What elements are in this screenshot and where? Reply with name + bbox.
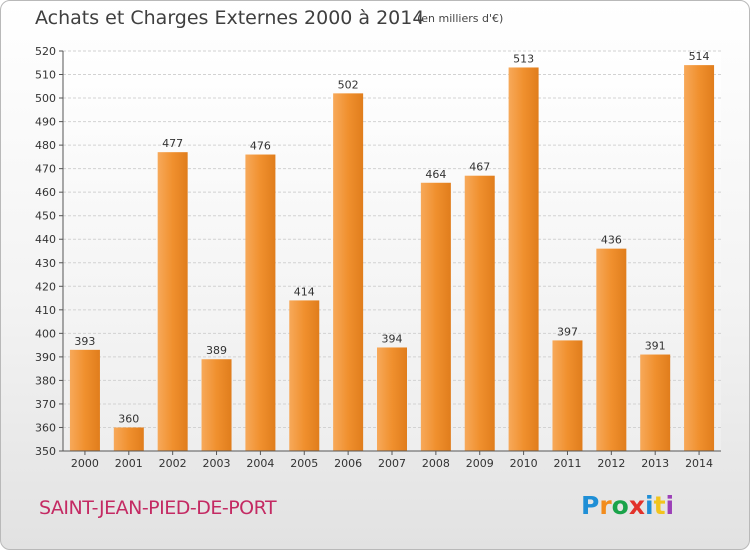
bar: [552, 340, 583, 451]
bar: [69, 349, 100, 451]
bar: [640, 354, 671, 451]
y-tick-label: 430: [35, 257, 56, 270]
brand-letter: i: [665, 491, 675, 520]
bar: [508, 67, 539, 452]
chart-title: Achats et Charges Externes 2000 à 2014: [35, 7, 425, 29]
bar: [201, 359, 232, 451]
data-label: 467: [469, 161, 490, 174]
data-label: 476: [250, 140, 271, 153]
brand-letter: i: [645, 491, 654, 520]
data-label: 394: [382, 332, 403, 345]
data-label: 360: [118, 412, 139, 425]
bar: [157, 152, 188, 452]
x-tick-label: 2013: [641, 457, 669, 470]
bar: [596, 248, 627, 451]
bar: [289, 300, 320, 451]
data-label: 397: [557, 325, 578, 338]
y-tick-label: 350: [35, 445, 56, 458]
y-tick-label: 500: [35, 92, 56, 105]
x-tick-label: 2000: [71, 457, 99, 470]
chart-subtitle: (en milliers d'€): [417, 12, 504, 25]
bar: [113, 427, 144, 451]
brand-letter: P: [581, 491, 600, 520]
brand-letter: t: [653, 491, 666, 520]
data-label: 514: [689, 50, 710, 63]
data-label: 391: [645, 340, 666, 353]
x-tick-label: 2007: [378, 457, 406, 470]
y-tick-label: 520: [35, 45, 56, 58]
data-label: 436: [601, 234, 622, 247]
bar: [420, 182, 451, 451]
y-tick-label: 370: [35, 398, 56, 411]
x-tick-label: 2012: [597, 457, 625, 470]
bar: [684, 65, 715, 451]
y-tick-label: 450: [35, 210, 56, 223]
data-label: 414: [294, 285, 315, 298]
x-tick-label: 2005: [290, 457, 318, 470]
x-tick-label: 2006: [334, 457, 362, 470]
x-tick-label: 2001: [115, 457, 143, 470]
y-tick-label: 490: [35, 116, 56, 129]
x-tick-label: 2011: [553, 457, 581, 470]
bar: [377, 347, 407, 451]
bar: [245, 154, 276, 451]
brand-logo[interactable]: Proxiti: [581, 491, 674, 520]
y-tick-label: 420: [35, 280, 56, 293]
y-tick-label: 390: [35, 351, 56, 364]
data-label: 464: [425, 168, 446, 181]
y-tick-label: 460: [35, 186, 56, 199]
x-tick-label: 2009: [466, 457, 494, 470]
bar: [333, 93, 364, 452]
y-tick-label: 470: [35, 163, 56, 176]
x-tick-label: 2008: [422, 457, 450, 470]
data-label: 389: [206, 344, 227, 357]
data-label: 393: [74, 335, 95, 348]
bar: [464, 175, 495, 452]
x-tick-label: 2002: [159, 457, 187, 470]
x-tick-label: 2004: [246, 457, 274, 470]
y-tick-label: 380: [35, 374, 56, 387]
y-tick-label: 510: [35, 69, 56, 82]
commune-name: SAINT-JEAN-PIED-DE-PORT: [39, 497, 277, 519]
y-tick-label: 440: [35, 233, 56, 246]
brand-letter: x: [628, 491, 645, 520]
y-tick-label: 360: [35, 421, 56, 434]
x-tick-label: 2003: [203, 457, 231, 470]
brand-letter: o: [611, 491, 629, 520]
x-tick-label: 2014: [685, 457, 713, 470]
data-label: 502: [338, 78, 359, 91]
data-label: 513: [513, 52, 534, 65]
y-tick-label: 480: [35, 139, 56, 152]
y-tick-label: 410: [35, 304, 56, 317]
brand-letter: r: [599, 491, 612, 520]
data-label: 477: [162, 137, 183, 150]
x-tick-label: 2010: [510, 457, 538, 470]
y-tick-label: 400: [35, 327, 56, 340]
